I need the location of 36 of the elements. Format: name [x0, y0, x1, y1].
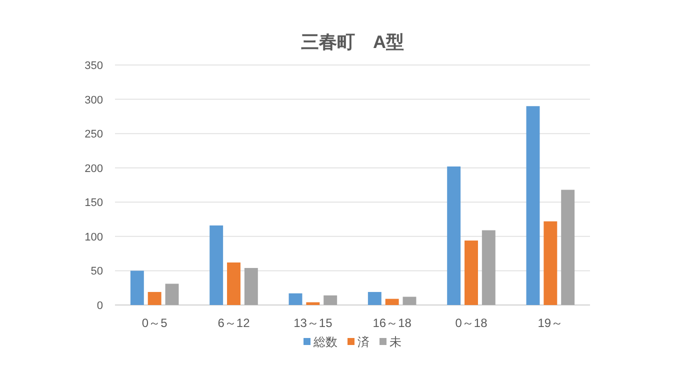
bar — [210, 225, 224, 305]
bar — [227, 262, 240, 305]
chart-title: 三春町 A型 — [301, 32, 404, 52]
x-tick-label: 0～18 — [455, 316, 488, 330]
bar — [244, 268, 258, 305]
y-tick-label: 50 — [90, 266, 103, 278]
bar — [148, 292, 162, 305]
bar — [306, 302, 320, 305]
bar — [385, 298, 399, 305]
y-tick-label: 150 — [84, 197, 103, 210]
y-tick-label: 200 — [84, 162, 103, 175]
legend-label: 未 — [390, 335, 402, 349]
bar — [165, 284, 179, 305]
y-tick-label: 250 — [84, 128, 103, 141]
bar — [130, 270, 144, 305]
y-tick-label: 350 — [84, 60, 103, 72]
bar — [368, 292, 382, 305]
x-tick-label: 6～12 — [218, 316, 250, 330]
bar — [402, 296, 416, 305]
bar — [447, 166, 461, 305]
bar — [526, 106, 540, 305]
x-tick-label: 16～18 — [372, 316, 412, 330]
y-tick-label: 100 — [84, 231, 103, 244]
bar — [544, 221, 558, 305]
y-tick-label: 0 — [96, 300, 103, 312]
x-tick-label: 13～15 — [294, 316, 333, 330]
x-tick-label: 0～5 — [142, 316, 168, 330]
bar — [482, 230, 496, 305]
x-tick-label: 19～ — [538, 316, 564, 330]
legend-label: 済 — [358, 335, 370, 349]
bar — [464, 240, 478, 305]
y-tick-label: 300 — [84, 94, 103, 106]
bar — [288, 293, 302, 305]
legend-label: 総数 — [312, 335, 338, 349]
bar — [324, 295, 338, 305]
bar — [561, 190, 575, 305]
